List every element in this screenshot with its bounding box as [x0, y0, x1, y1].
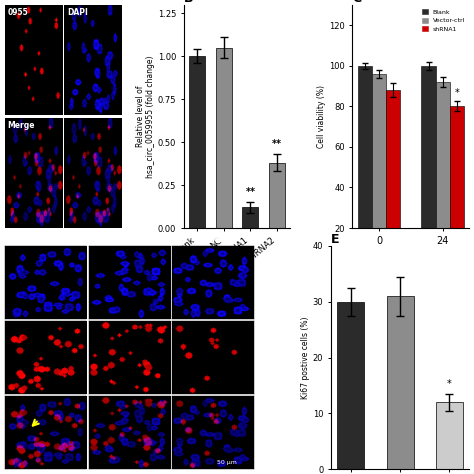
Title: Blank: Blank [33, 236, 57, 245]
Bar [216, 48, 232, 228]
Title: shRNA1: shRNA1 [196, 236, 230, 245]
Text: Vector-ctrl: Vector-ctrl [106, 236, 152, 245]
Y-axis label: Ki67 postive cells (%): Ki67 postive cells (%) [301, 316, 310, 399]
Bar [387, 296, 414, 469]
Text: 0955: 0955 [8, 8, 28, 17]
Text: C: C [353, 0, 362, 5]
Bar [358, 65, 372, 269]
Bar [372, 74, 386, 269]
Bar [269, 163, 285, 228]
Text: DAPI: DAPI [67, 8, 88, 17]
Text: **: ** [272, 139, 282, 149]
Bar [386, 90, 400, 269]
Text: *: * [447, 379, 452, 390]
Legend: Blank, Vector-ctrl, shRNA1: Blank, Vector-ctrl, shRNA1 [420, 8, 466, 33]
X-axis label: Ti: Ti [407, 251, 415, 261]
Text: 50 μm: 50 μm [217, 460, 237, 465]
Title: Vector-ctrl: Vector-ctrl [106, 236, 152, 245]
Y-axis label: Relative level of
hsa_circ_0059955 (fold change): Relative level of hsa_circ_0059955 (fold… [136, 55, 155, 178]
Bar [436, 82, 450, 269]
Y-axis label: Cell viability (%): Cell viability (%) [317, 85, 326, 148]
Bar [421, 65, 436, 269]
Text: Merge: Merge [8, 121, 35, 130]
Text: **: ** [246, 187, 255, 197]
Bar [189, 56, 205, 228]
Text: shRNA1: shRNA1 [196, 236, 230, 245]
Text: Blank: Blank [33, 236, 57, 245]
Bar [436, 402, 463, 469]
Text: *: * [455, 88, 459, 98]
Bar [337, 302, 365, 469]
Bar [450, 106, 464, 269]
Text: B: B [184, 0, 193, 5]
Bar [242, 208, 258, 228]
Text: E: E [331, 233, 339, 246]
